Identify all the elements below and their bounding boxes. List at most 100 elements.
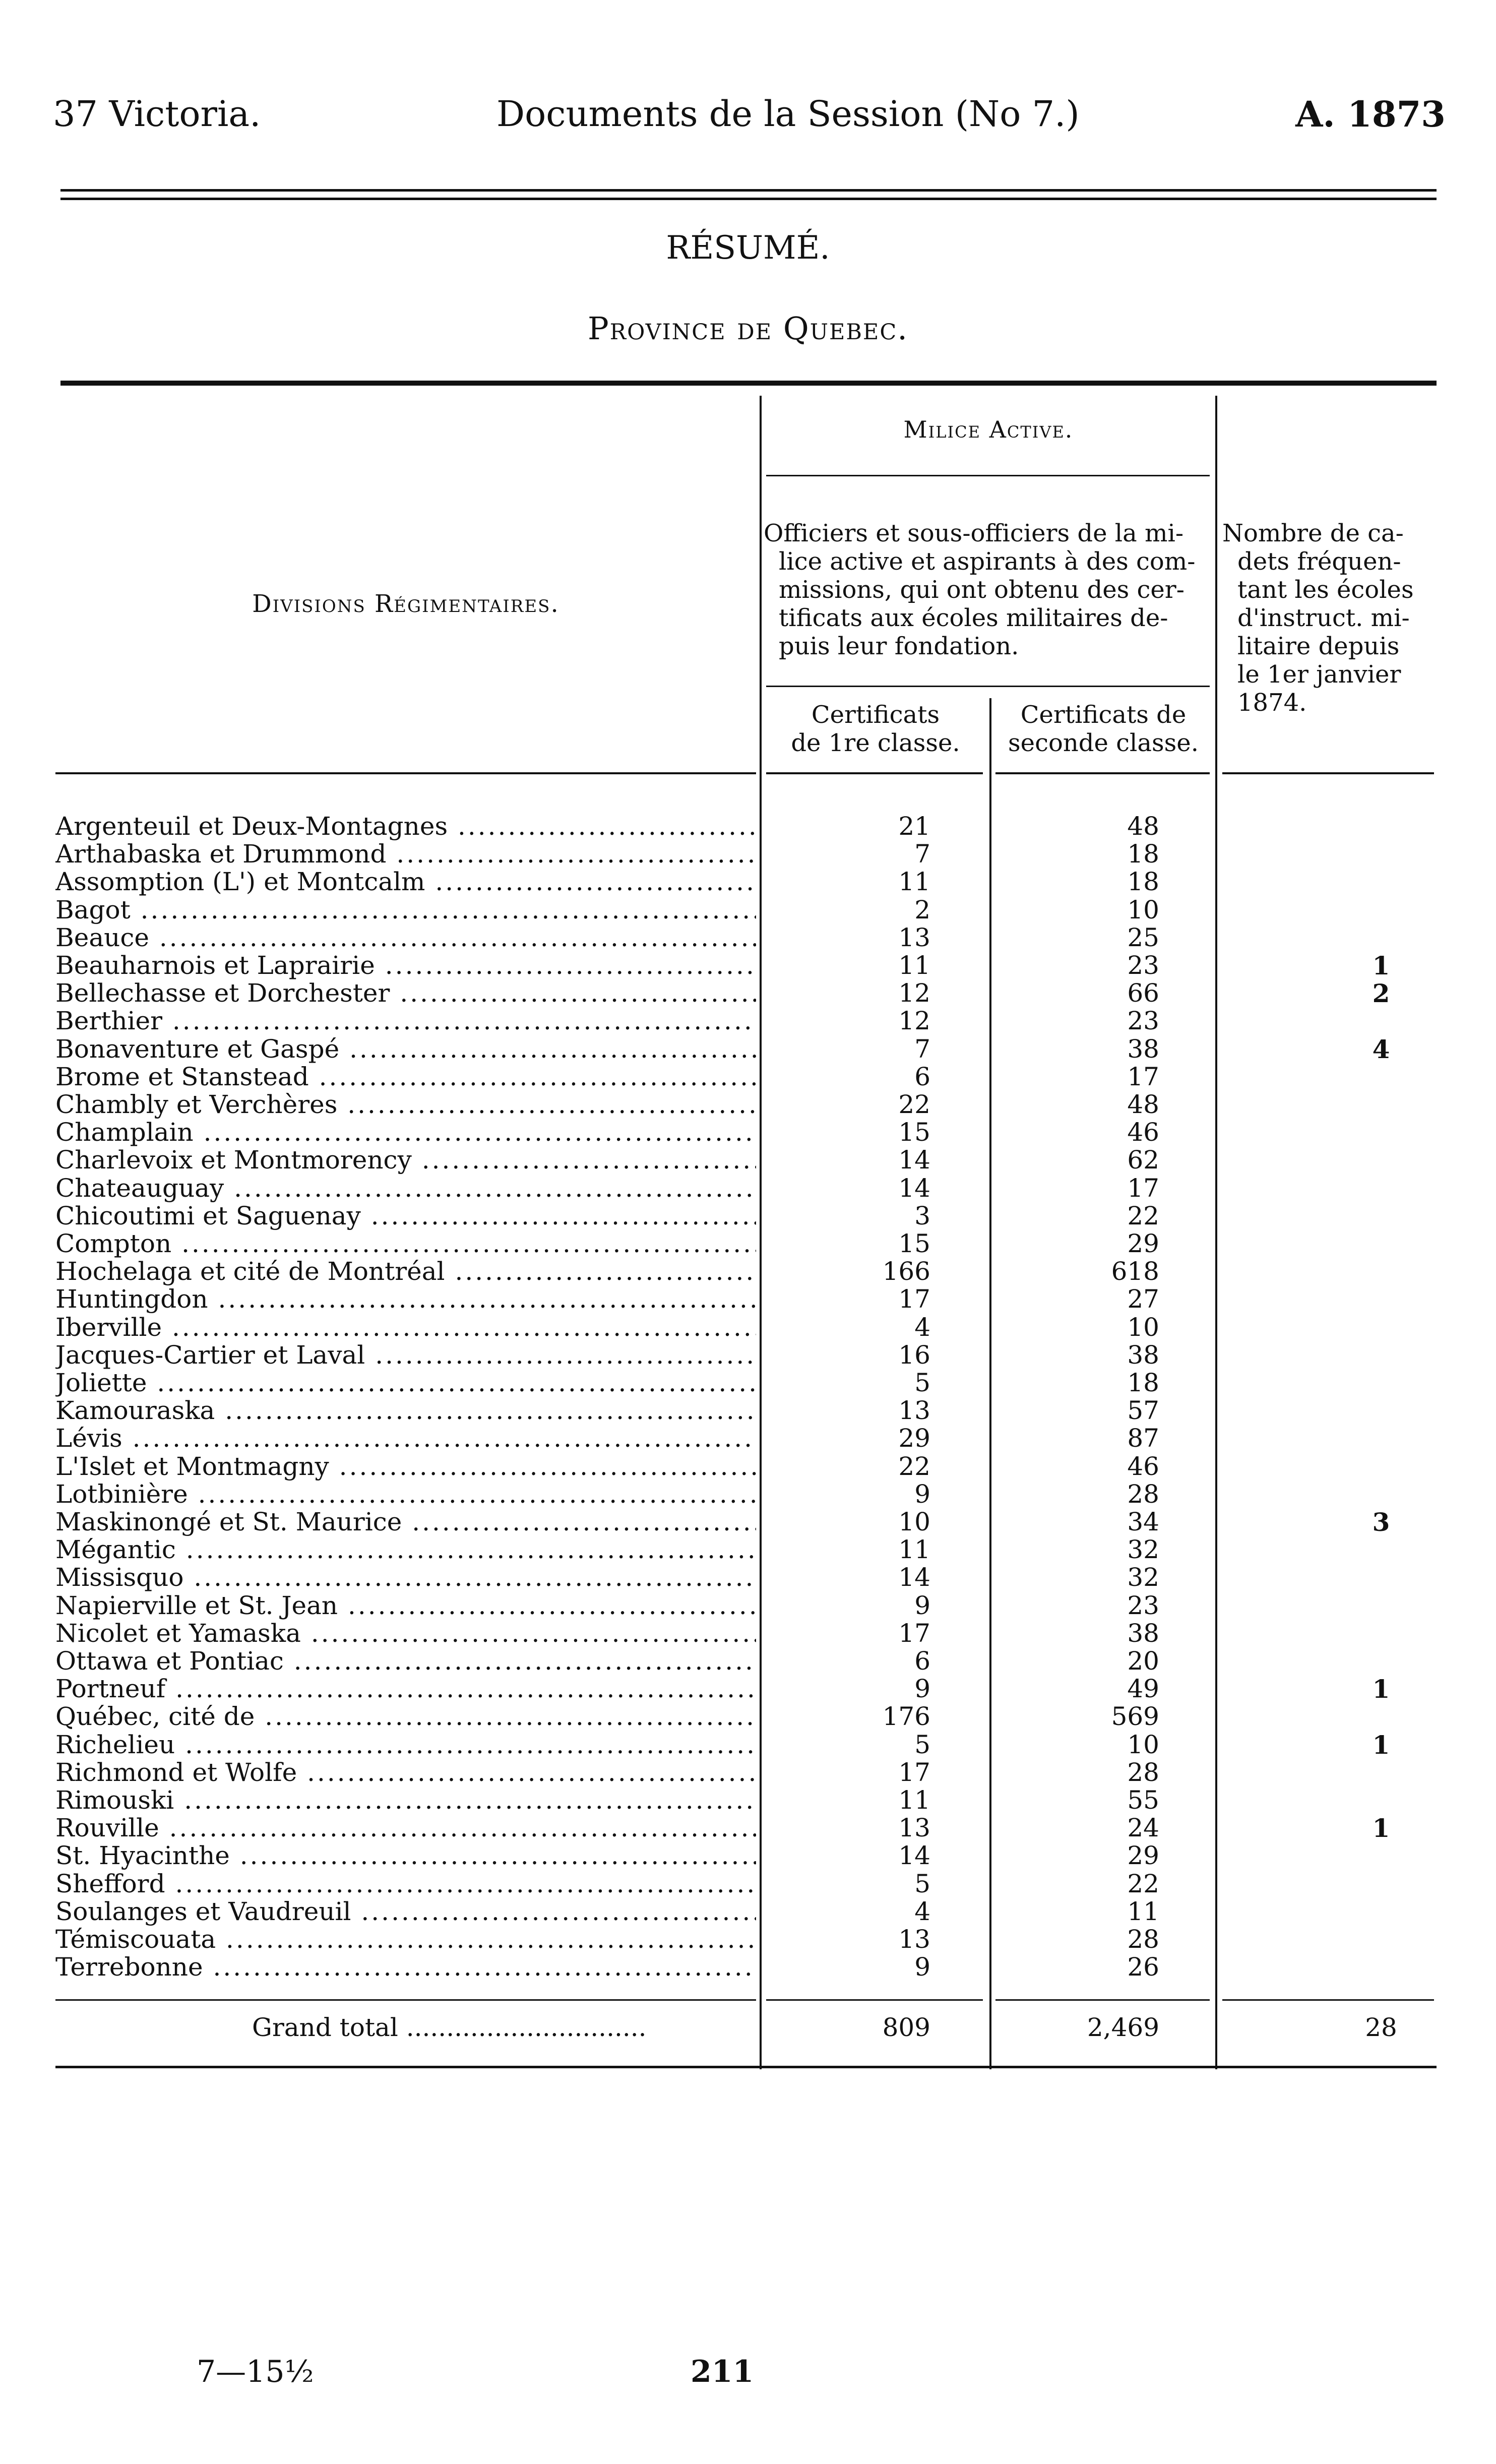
second-class-count: 18 xyxy=(1127,839,1159,869)
division-name: Assomption (L') et Montcalm xyxy=(55,868,756,896)
division-name: St. Hyacinthe xyxy=(55,1842,756,1870)
col3-header-line: litaire depuis xyxy=(1237,632,1400,660)
second-class-count: 48 xyxy=(1127,1090,1159,1119)
total-rule xyxy=(766,1999,983,2001)
second-class-count: 18 xyxy=(1127,1368,1159,1397)
col2-header-line: Certificats de xyxy=(1020,701,1187,729)
first-class-count: 9 xyxy=(914,1952,930,1982)
total-c1: 809 xyxy=(882,2013,930,2042)
total-row: Grand total ............................… xyxy=(55,2014,1437,2042)
second-class-count: 618 xyxy=(1111,1257,1159,1286)
division-name: Bonaventure et Gaspé xyxy=(55,1035,756,1063)
second-class-count: 62 xyxy=(1127,1145,1159,1175)
second-class-count: 27 xyxy=(1127,1284,1159,1314)
division-name: Ottawa et Pontiac xyxy=(55,1647,756,1675)
header-center: Documents de la Session (No 7.) xyxy=(496,93,1080,135)
division-name: Napierville et St. Jean xyxy=(55,1592,756,1620)
division-name: Lotbinière xyxy=(55,1481,756,1508)
table-row: Ottawa et Pontiac 6 20 xyxy=(55,1647,1437,1675)
second-class-count: 28 xyxy=(1127,1479,1159,1509)
second-class-count: 23 xyxy=(1127,951,1159,980)
second-class-count: 23 xyxy=(1127,1006,1159,1036)
first-class-count: 4 xyxy=(914,1896,930,1926)
signature-mark: 7—15½ xyxy=(197,2354,314,2389)
first-class-count: 29 xyxy=(898,1424,930,1453)
first-class-count: 4 xyxy=(914,1312,930,1342)
division-name: Témiscouata xyxy=(55,1926,756,1953)
division-name: Bagot xyxy=(55,896,756,924)
division-name: Argenteuil et Deux-Montagnes xyxy=(55,813,756,840)
first-class-count: 3 xyxy=(914,1201,930,1230)
division-name: Huntingdon xyxy=(55,1285,756,1313)
second-class-count: 25 xyxy=(1127,922,1159,952)
second-class-count: 38 xyxy=(1127,1034,1159,1064)
first-class-count: 11 xyxy=(898,951,930,980)
first-class-count: 13 xyxy=(898,1396,930,1426)
table-row: Beauharnois et Laprairie 11 23 1 xyxy=(55,951,1437,980)
second-class-count: 55 xyxy=(1127,1785,1159,1815)
col3-header-line: 1874. xyxy=(1237,689,1307,717)
table-row: Compton 15 29 xyxy=(55,1230,1437,1258)
first-class-count: 15 xyxy=(898,1118,930,1147)
table-row: Bellechasse et Dorchester 12 66 2 xyxy=(55,978,1437,1008)
first-class-count: 14 xyxy=(898,1841,930,1871)
col3-header-line: dets fréquen- xyxy=(1237,547,1401,576)
header-rule xyxy=(60,189,1437,192)
table-row: Arthabaska et Drummond 7 18 xyxy=(55,840,1437,868)
table-row: Charlevoix et Montmorency 14 62 xyxy=(55,1146,1437,1174)
table-row: Soulanges et Vaudreuil 4 11 xyxy=(55,1896,1437,1926)
first-class-count: 9 xyxy=(914,1590,930,1620)
second-class-count: 10 xyxy=(1127,895,1159,925)
first-class-count: 12 xyxy=(898,1006,930,1036)
division-name: Richelieu xyxy=(55,1731,756,1759)
header-bottom-rule xyxy=(995,772,1210,774)
division-name: Bellechasse et Dorchester xyxy=(55,979,756,1007)
division-name: Portneuf xyxy=(55,1675,756,1703)
division-name: Terrebonne xyxy=(55,1953,756,1981)
second-class-count: 10 xyxy=(1127,1730,1159,1759)
table-row: Québec, cité de 176 569 xyxy=(55,1703,1437,1731)
first-class-count: 6 xyxy=(914,1062,930,1091)
second-class-count: 17 xyxy=(1127,1173,1159,1203)
division-name: Beauce xyxy=(55,924,756,952)
division-name: Brome et Stanstead xyxy=(55,1063,756,1091)
second-class-count: 20 xyxy=(1127,1646,1159,1676)
division-name: Mégantic xyxy=(55,1536,756,1564)
table-row: Beauce 13 25 xyxy=(55,922,1437,952)
page-number: 211 xyxy=(691,2354,754,2389)
division-name: Québec, cité de xyxy=(55,1703,756,1731)
table-row: L'Islet et Montmagny 22 46 xyxy=(55,1452,1437,1481)
table-row: Rimouski 11 55 xyxy=(55,1787,1437,1814)
second-class-count: 22 xyxy=(1127,1201,1159,1230)
table-row: Hochelaga et cité de Montréal 166 618 xyxy=(55,1258,1437,1285)
desc-line: Officiers et sous-officiers de la mi- xyxy=(764,519,1184,547)
second-class-count: 28 xyxy=(1127,1757,1159,1787)
first-class-count: 5 xyxy=(914,1368,930,1397)
first-class-count: 5 xyxy=(914,1869,930,1898)
division-name: Beauharnois et Laprairie xyxy=(55,952,756,979)
table-row: Brome et Stanstead 6 17 xyxy=(55,1063,1437,1091)
group-header: Milice Active. xyxy=(903,416,1074,443)
table-row: St. Hyacinthe 14 29 xyxy=(55,1842,1437,1870)
col3-header: Nombre de ca- dets fréquen- tant les éco… xyxy=(1222,519,1444,717)
first-class-count: 11 xyxy=(898,1785,930,1815)
second-class-count: 32 xyxy=(1127,1563,1159,1592)
table-row: Lévis 29 87 xyxy=(55,1425,1437,1452)
total-rule xyxy=(1222,1999,1434,2001)
second-class-count: 38 xyxy=(1127,1340,1159,1370)
table-row: Missisquo 14 32 xyxy=(55,1564,1437,1591)
table-row: Mégantic 11 32 xyxy=(55,1536,1437,1564)
division-name: Shefford xyxy=(55,1870,756,1898)
division-name: Joliette xyxy=(55,1369,756,1397)
table-row: Chicoutimi et Saguenay 3 22 xyxy=(55,1202,1437,1230)
table-row: Portneuf 9 49 1 xyxy=(55,1675,1437,1703)
first-class-count: 166 xyxy=(882,1257,930,1286)
second-class-count: 57 xyxy=(1127,1396,1159,1426)
division-name: Charlevoix et Montmorency xyxy=(55,1146,756,1174)
second-class-count: 26 xyxy=(1127,1952,1159,1982)
division-name: Missisquo xyxy=(55,1564,756,1591)
col2-header: Certificats de seconde classe. xyxy=(991,701,1215,757)
first-class-count: 12 xyxy=(898,978,930,1008)
division-name: Maskinongé et St. Maurice xyxy=(55,1508,756,1536)
table-row: Argenteuil et Deux-Montagnes 21 48 xyxy=(55,813,1437,840)
